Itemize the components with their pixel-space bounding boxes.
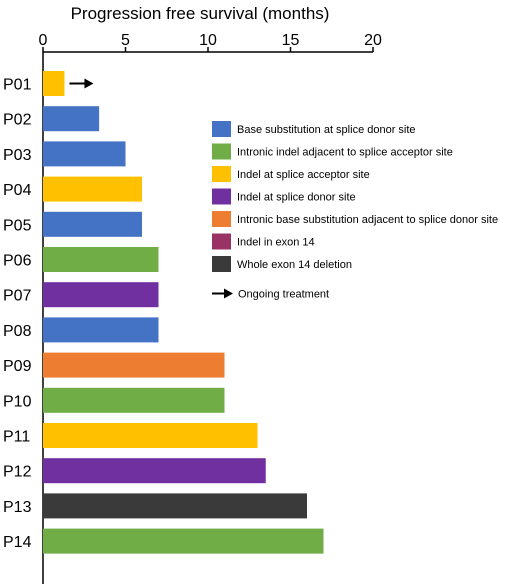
patient-label: P04 [3, 182, 32, 199]
legend-swatch [212, 256, 231, 272]
x-tick-label: 20 [364, 32, 382, 49]
bars [43, 71, 324, 554]
bar-p07 [43, 282, 159, 308]
legend-label: Indel at splice donor site [237, 192, 356, 204]
patient-label: P05 [3, 217, 32, 234]
x-tick-label: 10 [199, 32, 217, 49]
legend-label: Intronic base substitution adjacent to s… [237, 214, 498, 226]
legend-ongoing-label: Ongoing treatment [238, 289, 329, 301]
bar-p13 [43, 493, 307, 519]
patient-label: P09 [3, 358, 32, 375]
bar-p09 [43, 352, 225, 378]
patient-label: P03 [3, 147, 32, 164]
bar-p05 [43, 211, 142, 237]
legend-label: Intronic indel adjacent to splice accept… [237, 147, 453, 159]
patient-label: P08 [3, 323, 32, 340]
legend: Base substitution at splice donor site In… [212, 121, 498, 301]
legend-swatch [212, 211, 231, 227]
bar-p01 [43, 71, 65, 96]
bar-p11 [43, 423, 258, 448]
patient-label: P11 [3, 429, 30, 446]
x-tick-label: 0 [39, 32, 48, 49]
axis-title: Progression free survival (months) [71, 4, 330, 23]
x-tick-label: 5 [121, 32, 130, 49]
legend-swatch [212, 188, 231, 205]
legend-label: Whole exon 14 deletion [237, 259, 352, 271]
legend-swatch [212, 121, 231, 137]
legend-label: Indel in exon 14 [237, 237, 315, 249]
legend-swatch [212, 166, 231, 182]
patient-label: P07 [3, 288, 32, 305]
legend-label: Indel at splice acceptor site [237, 169, 370, 181]
bar-p08 [43, 317, 159, 343]
patient-label: P01 [3, 77, 32, 94]
patient-label: P06 [3, 253, 32, 270]
legend-swatch [212, 233, 231, 250]
bar-p12 [43, 458, 266, 484]
x-tick-label: 15 [282, 32, 300, 49]
legend-arrow-icon [212, 288, 233, 299]
patient-label: P02 [3, 112, 32, 129]
bar-p02 [43, 106, 100, 132]
legend-label: Base substitution at splice donor site [237, 124, 416, 136]
patient-label: P14 [3, 534, 32, 551]
bar-p03 [43, 141, 126, 167]
patient-label: P12 [3, 464, 32, 481]
patient-label: P13 [3, 499, 32, 516]
patient-labels: P01 P02 P03 P04 P05 P06 P07 P08 P09 P10 P11 P12 P13 P… [3, 77, 32, 552]
bar-p06 [43, 247, 159, 272]
bar-p14 [43, 528, 324, 554]
patient-label: P10 [3, 393, 32, 410]
ongoing-arrow-icon [69, 78, 94, 89]
legend-swatch [212, 143, 231, 160]
bar-p10 [43, 387, 225, 413]
bar-p04 [43, 176, 142, 202]
